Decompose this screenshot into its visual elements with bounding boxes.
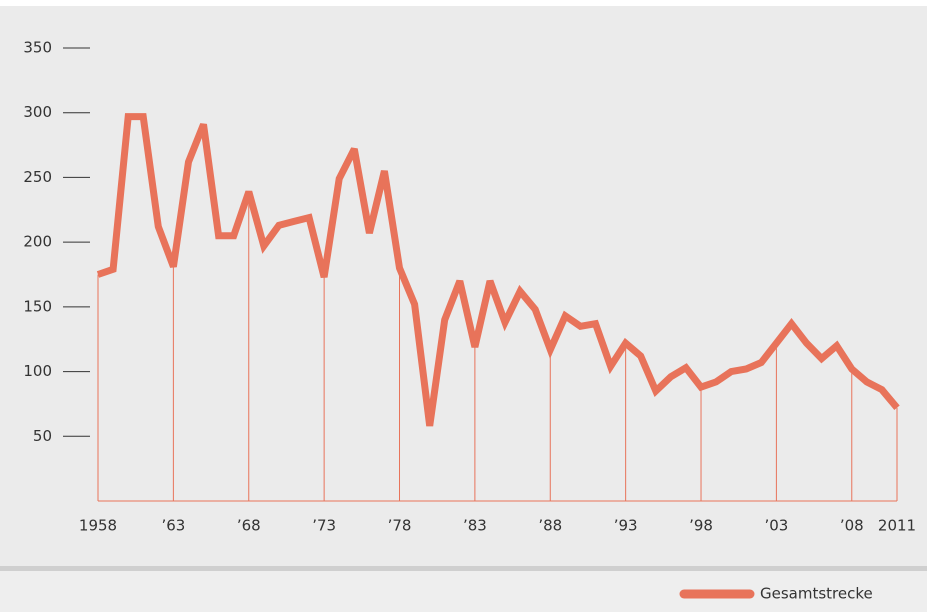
x-tick-label: ’88 bbox=[538, 517, 562, 535]
x-tick-label: ’63 bbox=[161, 517, 185, 535]
y-tick-label: 250 bbox=[23, 168, 52, 186]
y-tick-label: 150 bbox=[23, 297, 52, 315]
x-tick-label: ’08 bbox=[840, 517, 864, 535]
legend-label: Gesamtstrecke bbox=[760, 585, 873, 603]
x-tick-label: 2011 bbox=[878, 517, 916, 535]
data-line bbox=[96, 113, 900, 427]
x-tick-label: ’83 bbox=[463, 517, 487, 535]
separator bbox=[0, 566, 927, 571]
legend-background bbox=[0, 571, 927, 612]
y-tick-label: 300 bbox=[23, 103, 52, 121]
x-tick-label: ’68 bbox=[237, 517, 261, 535]
y-tick-label: 100 bbox=[23, 362, 52, 380]
x-tick-label: ’93 bbox=[614, 517, 638, 535]
x-tick-label: ’98 bbox=[689, 517, 713, 535]
x-tick-label: ’03 bbox=[764, 517, 788, 535]
x-tick-label: ’73 bbox=[312, 517, 336, 535]
x-tick-label: ’78 bbox=[388, 517, 412, 535]
y-tick-label: 350 bbox=[23, 39, 52, 57]
y-tick-label: 50 bbox=[33, 427, 52, 445]
x-tick-label: 1958 bbox=[79, 517, 117, 535]
y-tick-label: 200 bbox=[23, 233, 52, 251]
